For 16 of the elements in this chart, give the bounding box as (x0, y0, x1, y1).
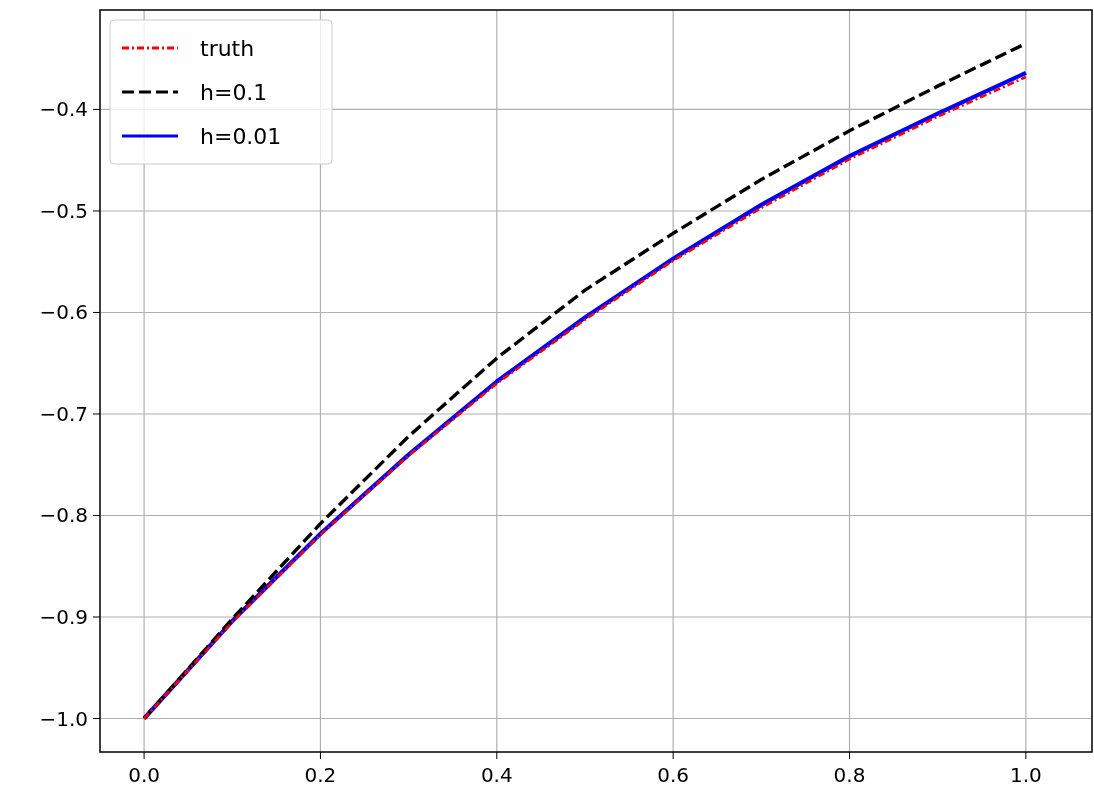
legend-label: truth (200, 35, 255, 61)
legend-label: h=0.1 (200, 79, 268, 105)
x-tick-label: 0.0 (128, 763, 160, 787)
y-tick-label: −0.6 (39, 300, 88, 325)
x-tick-label: 1.0 (1009, 763, 1042, 787)
y-tick-label: −0.5 (39, 198, 88, 223)
legend-label: h=0.01 (200, 123, 282, 149)
x-tick-label: 0.4 (480, 763, 513, 787)
y-tick-label: −0.7 (39, 401, 88, 426)
x-tick-label: 0.6 (657, 763, 690, 787)
x-tick-label: 0.8 (833, 763, 866, 787)
y-tick-label: −0.8 (39, 503, 88, 528)
x-tick-label: 0.2 (304, 763, 337, 787)
y-tick-label: −1.0 (39, 706, 88, 731)
y-tick-label: −0.4 (39, 97, 88, 122)
y-tick-label: −0.9 (39, 605, 88, 629)
